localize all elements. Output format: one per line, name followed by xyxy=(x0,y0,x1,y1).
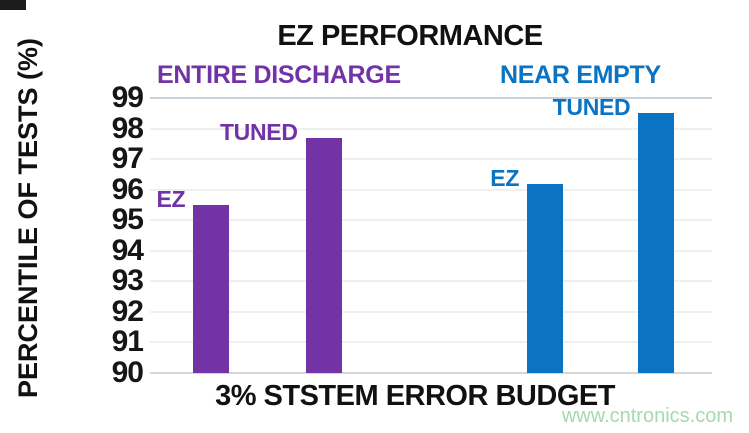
y-tick-93: 93 xyxy=(111,264,144,298)
y-tick-90: 90 xyxy=(111,356,144,389)
y-tick-94: 94 xyxy=(111,233,144,267)
bar-entire-discharge-ez xyxy=(193,204,230,373)
gridline-96 xyxy=(150,188,712,191)
gridline-97 xyxy=(150,158,712,161)
gridline-99 xyxy=(150,97,712,99)
bar-label-entire-discharge-tuned: TUNED xyxy=(219,118,298,145)
y-tick-96: 96 xyxy=(111,172,144,206)
group-label-entire-discharge: ENTIRE DISCHARGE xyxy=(157,61,401,89)
bar-label-entire-discharge-ez: EZ xyxy=(156,185,186,212)
gridline-95 xyxy=(150,219,712,222)
y-tick-91: 91 xyxy=(111,325,144,359)
bar-entire-discharge-tuned xyxy=(305,137,342,373)
y-axis-ticks: 90 91 92 93 94 95 96 97 98 99 xyxy=(73,83,144,388)
bar-near-empty-ez xyxy=(527,183,564,373)
gridline-91 xyxy=(150,341,712,344)
gridline-98 xyxy=(150,127,712,130)
gridline-92 xyxy=(150,310,712,313)
x-axis-label: 3% STSTEM ERROR BUDGET xyxy=(215,380,615,412)
crop-artifact xyxy=(0,0,26,10)
y-tick-98: 98 xyxy=(111,111,144,145)
gridline-94 xyxy=(150,249,712,252)
chart-title: EZ PERFORMANCE xyxy=(277,20,543,52)
bar-label-near-empty-tuned: TUNED xyxy=(552,94,631,121)
gridline-90 xyxy=(150,372,712,374)
y-tick-92: 92 xyxy=(111,294,144,328)
group-label-near-empty: NEAR EMPTY xyxy=(500,61,661,89)
plot-area: EZ TUNED EZ TUNED xyxy=(150,94,712,374)
y-tick-97: 97 xyxy=(111,142,144,176)
gridline-93 xyxy=(150,280,712,283)
bar-label-near-empty-ez: EZ xyxy=(490,164,520,191)
y-tick-99: 99 xyxy=(111,81,144,114)
watermark-text: www.cntronics.com xyxy=(561,405,733,427)
bar-near-empty-tuned xyxy=(638,113,675,373)
y-tick-95: 95 xyxy=(111,203,144,237)
y-axis-label: PERCENTILE OF TESTS (%) xyxy=(13,37,43,398)
